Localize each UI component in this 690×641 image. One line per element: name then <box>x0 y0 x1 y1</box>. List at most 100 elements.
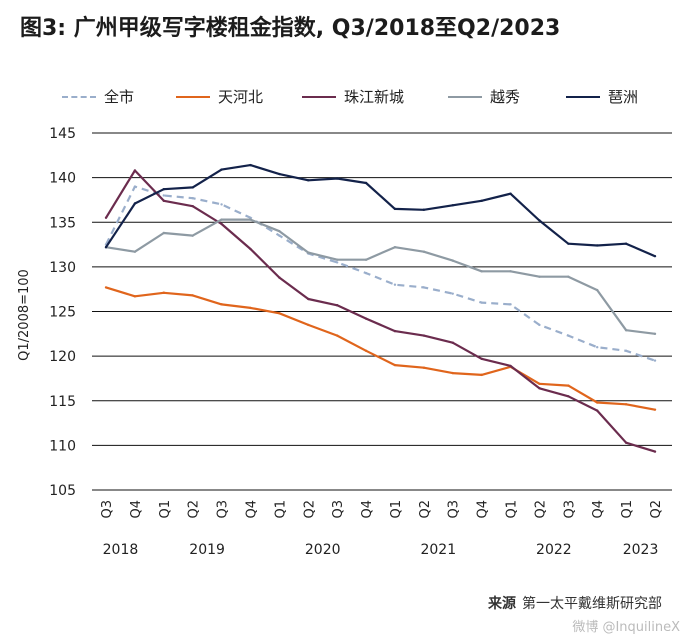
year-label: 2019 <box>189 542 225 558</box>
year-label: 2021 <box>420 542 456 558</box>
source-text: 第一太平戴维斯研究部 <box>522 596 662 612</box>
data-point <box>191 294 194 297</box>
data-point <box>162 291 165 294</box>
data-point <box>335 177 339 180</box>
data-point <box>653 450 657 453</box>
y-tick-label: 140 <box>49 171 76 187</box>
data-point <box>220 203 223 206</box>
data-point <box>364 349 368 352</box>
data-point <box>364 258 368 261</box>
data-point <box>567 334 570 337</box>
data-point <box>653 408 657 411</box>
data-point <box>249 218 252 221</box>
data-point <box>133 169 137 172</box>
x-tick-label: Q1 <box>620 500 635 519</box>
data-point <box>104 286 108 289</box>
data-point <box>422 366 426 369</box>
data-point <box>451 341 454 344</box>
x-tick-label: Q4 <box>244 500 259 519</box>
data-point <box>624 403 628 406</box>
data-point <box>596 401 599 404</box>
data-point <box>509 364 512 368</box>
data-point <box>133 295 137 298</box>
data-point <box>220 218 223 221</box>
data-point <box>422 208 426 211</box>
x-tick-label: Q3 <box>216 500 231 519</box>
x-tick-label: Q2 <box>302 500 317 519</box>
data-point <box>451 292 454 295</box>
legend-label: 全市 <box>104 88 135 106</box>
year-label: 2020 <box>305 542 341 558</box>
x-tick-label: Q3 <box>100 500 115 519</box>
x-tick-label: Q4 <box>360 500 375 519</box>
data-point <box>364 181 368 185</box>
legend: 全市 天河北 珠江新城 越秀 琶洲 <box>0 86 690 114</box>
data-point <box>624 242 628 245</box>
legend-label: 越秀 <box>490 88 521 106</box>
data-point <box>335 258 339 261</box>
data-point <box>567 242 570 245</box>
data-point <box>653 332 657 336</box>
data-point <box>567 275 570 278</box>
x-tick-label: Q2 <box>187 500 202 519</box>
year-label: 2023 <box>623 542 659 558</box>
data-point <box>422 286 426 289</box>
legend-item-pazhou: 琶洲 <box>566 86 638 107</box>
data-point <box>509 303 512 306</box>
data-point <box>480 357 483 361</box>
data-point <box>596 288 599 292</box>
y-tick-label: 110 <box>49 438 76 454</box>
data-point <box>538 275 541 278</box>
data-point <box>335 334 339 337</box>
data-point <box>278 229 281 233</box>
data-point <box>278 312 281 315</box>
legend-item-tianhebei: 天河北 <box>176 86 263 107</box>
x-tick-label: Q4 <box>129 500 144 519</box>
x-tick-label: Q1 <box>389 500 404 519</box>
y-tick-label: 105 <box>49 483 76 499</box>
x-tick-label: Q2 <box>533 500 548 519</box>
x-tick-label: Q1 <box>505 500 520 519</box>
data-point <box>191 234 194 237</box>
data-point <box>162 194 165 197</box>
data-point <box>567 384 570 387</box>
legend-swatch <box>448 95 482 98</box>
data-point <box>133 185 137 188</box>
legend-label: 琶洲 <box>608 88 639 106</box>
y-axis: 105 110 115 120 125 130 135 140 145 <box>49 126 76 499</box>
year-label: 2018 <box>103 542 139 558</box>
data-point <box>538 382 541 385</box>
data-point <box>624 441 628 444</box>
data-point <box>480 199 483 203</box>
series-line-天河北 <box>105 286 656 411</box>
data-point <box>249 306 252 310</box>
data-point <box>624 329 628 332</box>
data-point <box>307 179 310 182</box>
data-point <box>393 207 397 211</box>
source-note: 来源 第一太平戴维斯研究部 <box>488 593 662 613</box>
source-label: 来源 <box>488 596 516 612</box>
data-point <box>104 246 108 249</box>
data-point <box>509 270 512 273</box>
data-point <box>307 251 310 254</box>
x-tick-label: Q3 <box>562 500 577 519</box>
data-point <box>422 250 426 253</box>
data-point <box>104 216 108 219</box>
y-tick-label: 130 <box>49 260 76 276</box>
data-point <box>133 250 137 253</box>
y-tick-label: 145 <box>49 126 76 142</box>
year-label: 2022 <box>536 542 572 558</box>
data-point <box>538 219 541 222</box>
data-point <box>451 371 454 375</box>
legend-item-yuexiu: 越秀 <box>448 86 520 107</box>
data-point <box>480 373 483 377</box>
data-point <box>653 254 657 258</box>
data-point <box>538 387 541 390</box>
y-tick-label: 125 <box>49 305 76 321</box>
data-point <box>393 363 397 367</box>
data-point <box>220 222 223 226</box>
data-point <box>393 283 397 286</box>
data-point <box>335 304 339 307</box>
series-lines <box>104 163 657 453</box>
